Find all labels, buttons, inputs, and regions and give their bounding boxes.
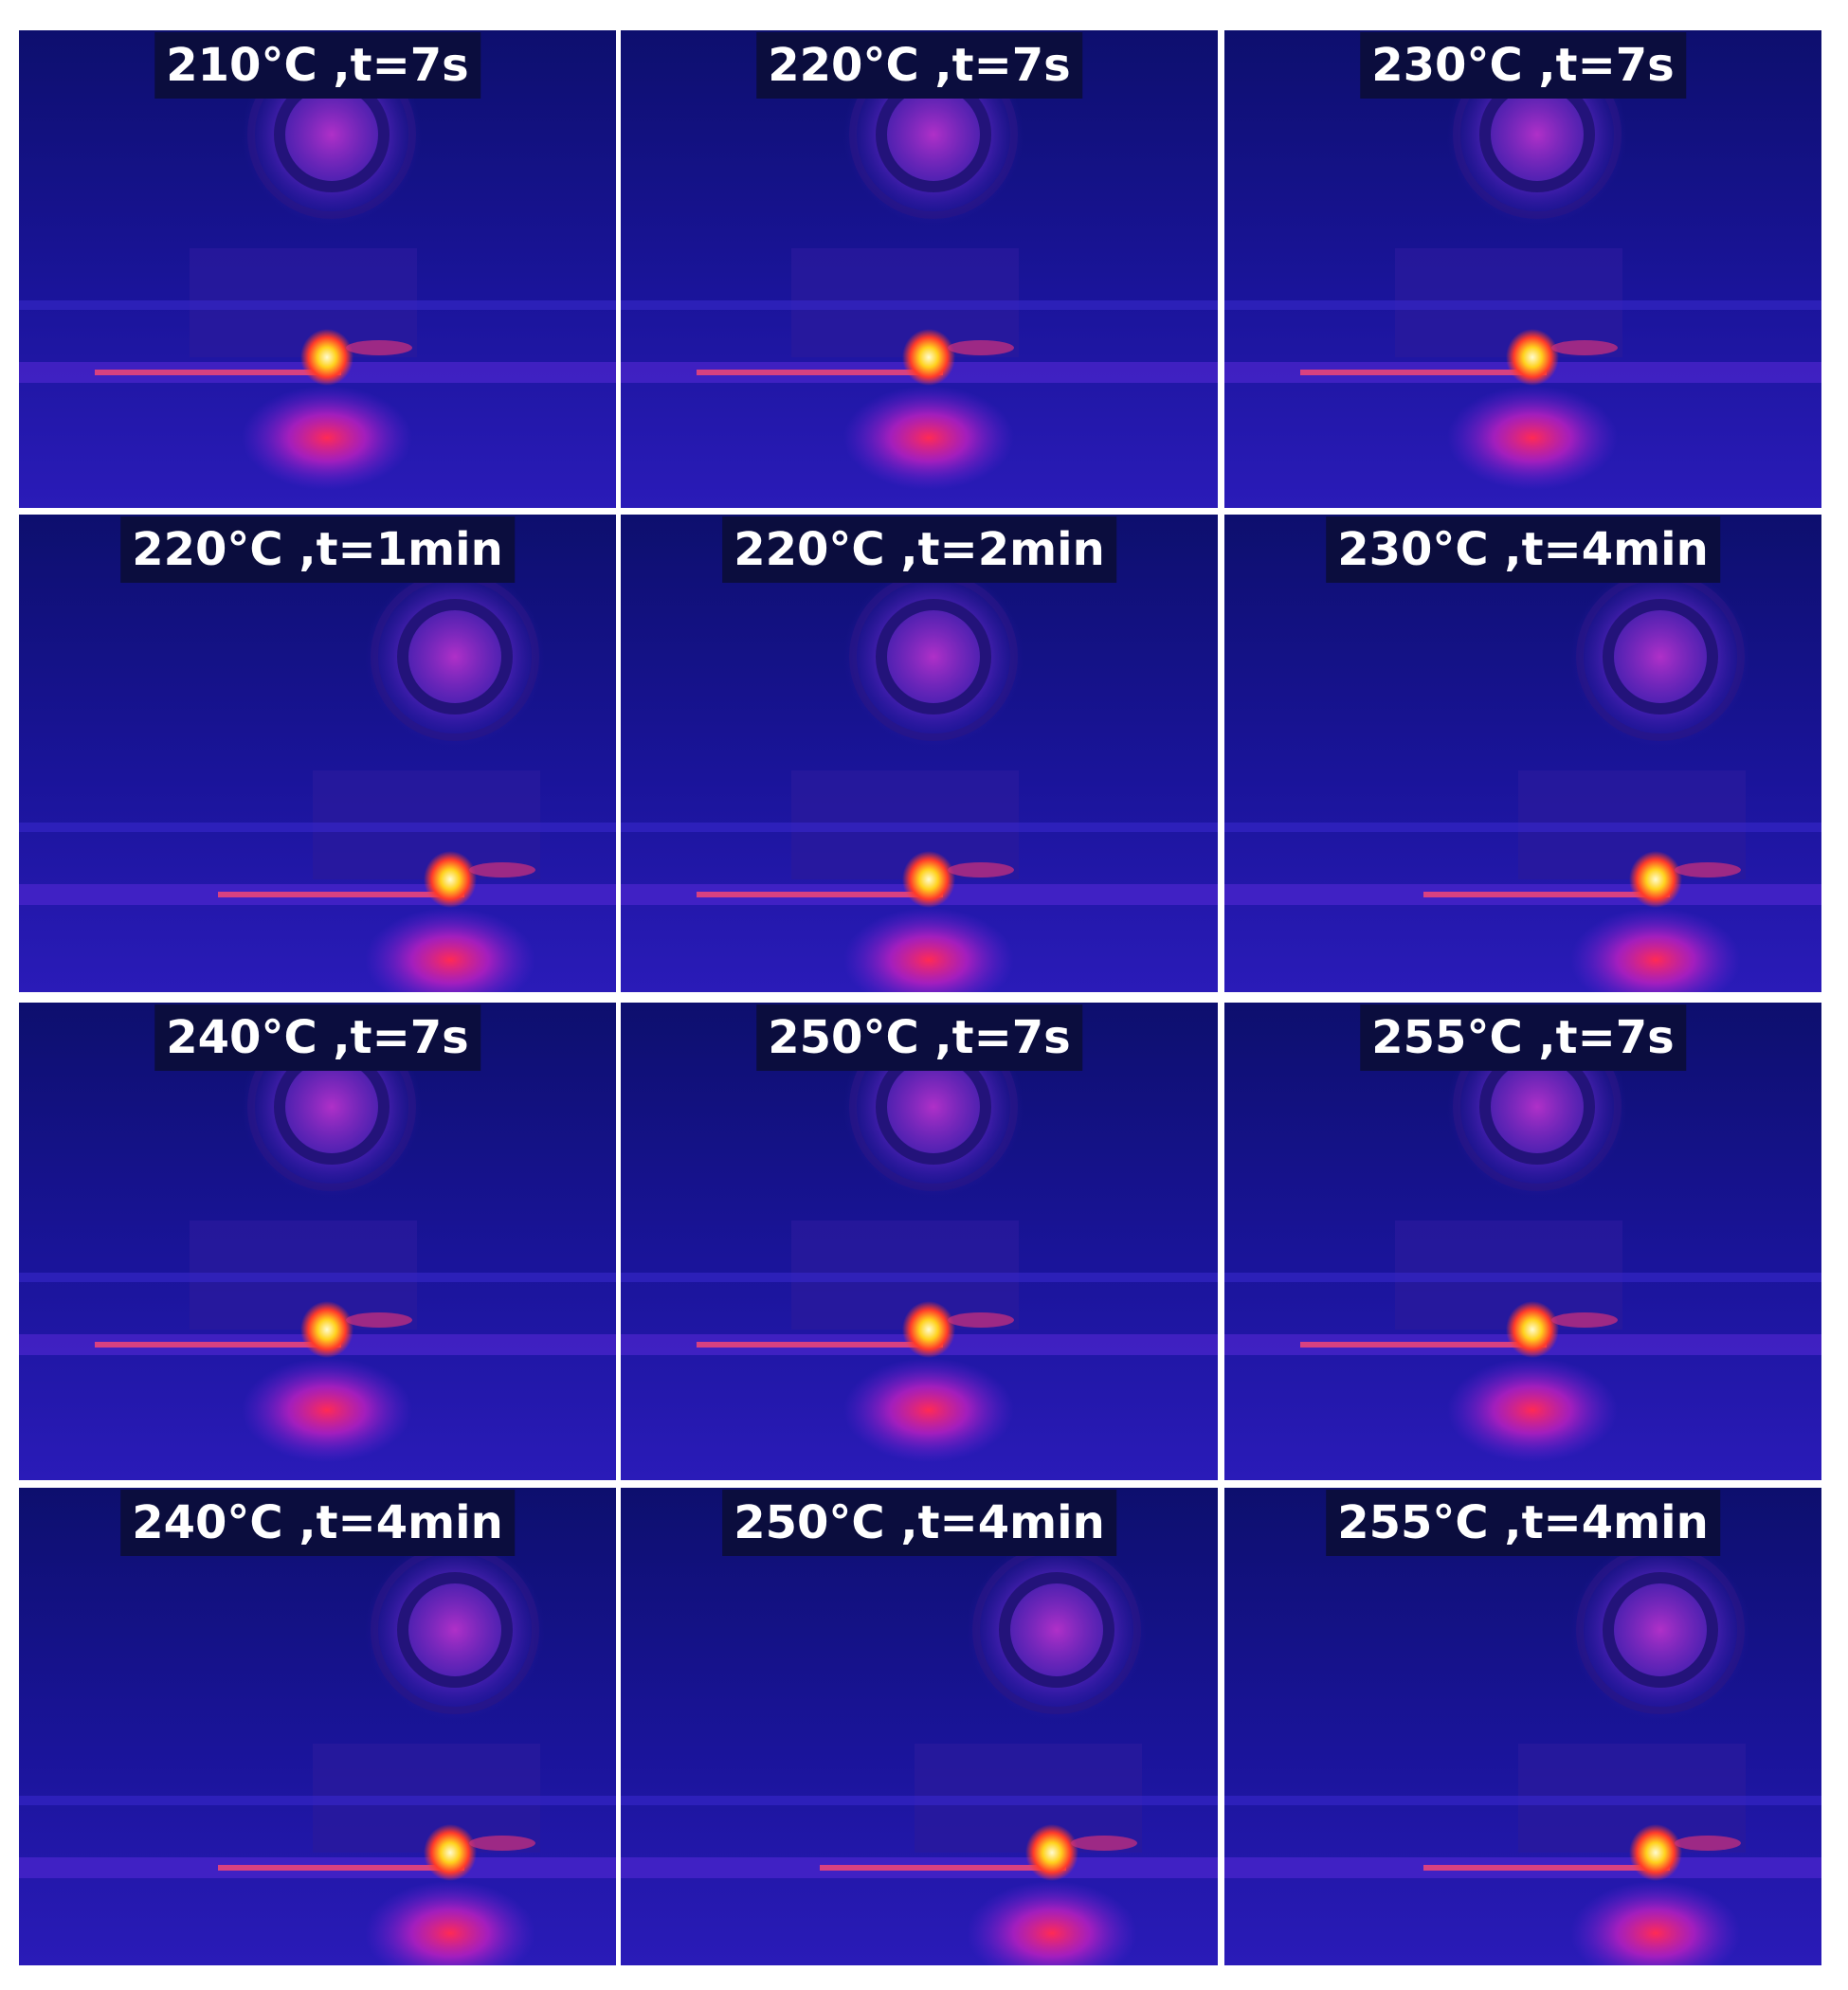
thermal-panel: 240°C ,t=7s [19,1003,616,1480]
thermal-panel: 255°C ,t=4min [1224,1488,1821,1965]
thermal-image [19,30,616,508]
thermal-panel: 220°C ,t=7s [621,30,1218,508]
thermal-panel: 250°C ,t=7s [621,1003,1218,1480]
thermal-panel: 230°C ,t=7s [1224,30,1821,508]
panel-label: 250°C ,t=4min [722,1490,1116,1556]
thermal-panel: 255°C ,t=7s [1224,1003,1821,1480]
panel-label: 210°C ,t=7s [154,32,480,99]
thermal-image [621,1488,1218,1965]
thermal-panel: 230°C ,t=4min [1224,515,1821,992]
panel-label: 255°C ,t=7s [1360,1004,1686,1071]
thermal-image [19,515,616,992]
thermal-panel: 210°C ,t=7s [19,30,616,508]
thermal-image [621,1003,1218,1480]
thermal-panel: 220°C ,t=2min [621,515,1218,992]
panel-label: 250°C ,t=7s [756,1004,1082,1071]
thermal-image [1224,30,1821,508]
thermal-panel: 240°C ,t=4min [19,1488,616,1965]
thermal-image [1224,1488,1821,1965]
thermal-image [19,1003,616,1480]
thermal-image [621,30,1218,508]
panel-label: 240°C ,t=7s [154,1004,480,1071]
panel-label: 220°C ,t=1min [120,516,515,583]
thermal-image [1224,1003,1821,1480]
panel-label: 220°C ,t=2min [722,516,1116,583]
panel-label: 255°C ,t=4min [1326,1490,1720,1556]
thermal-image [1224,515,1821,992]
panel-label: 230°C ,t=4min [1326,516,1720,583]
thermal-image [19,1488,616,1965]
panel-label: 220°C ,t=7s [756,32,1082,99]
panel-label: 240°C ,t=4min [120,1490,515,1556]
thermal-panel: 250°C ,t=4min [621,1488,1218,1965]
thermal-panel: 220°C ,t=1min [19,515,616,992]
thermal-image [621,515,1218,992]
panel-label: 230°C ,t=7s [1360,32,1686,99]
